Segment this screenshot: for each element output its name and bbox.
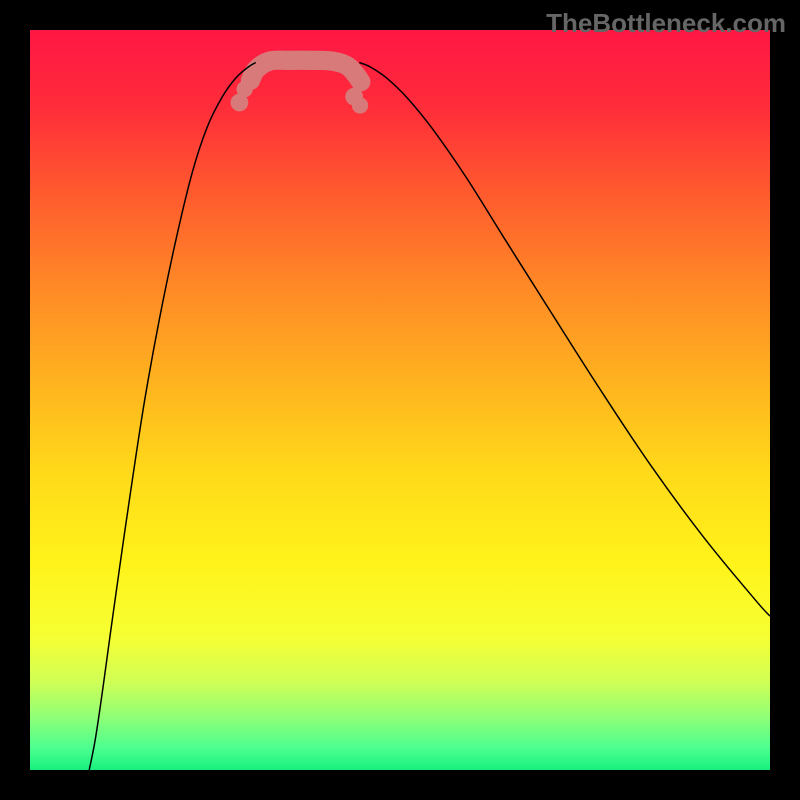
plot-area — [30, 30, 770, 770]
gradient-background — [30, 30, 770, 770]
watermark-text: TheBottleneck.com — [546, 8, 786, 39]
